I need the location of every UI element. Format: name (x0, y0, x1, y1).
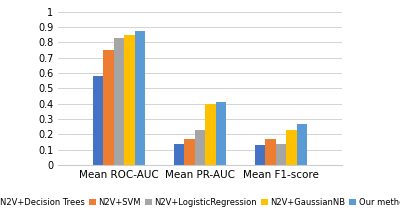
Bar (255, 145, 265, 165)
Bar (184, 139, 195, 165)
Bar (205, 104, 216, 165)
Bar (114, 38, 124, 165)
Bar (265, 139, 276, 165)
Bar (286, 130, 297, 165)
Bar (174, 144, 184, 165)
Bar (135, 31, 145, 165)
Bar (103, 50, 114, 165)
Bar (276, 144, 286, 165)
Bar (297, 124, 307, 165)
Bar (124, 35, 135, 165)
Bar (93, 76, 103, 165)
Legend: N2V+Decision Trees, N2V+SVM, N2V+LogisticRegression, N2V+GaussianNB, Our method: N2V+Decision Trees, N2V+SVM, N2V+Logisti… (0, 198, 400, 207)
Bar (216, 102, 226, 165)
Bar (195, 130, 205, 165)
